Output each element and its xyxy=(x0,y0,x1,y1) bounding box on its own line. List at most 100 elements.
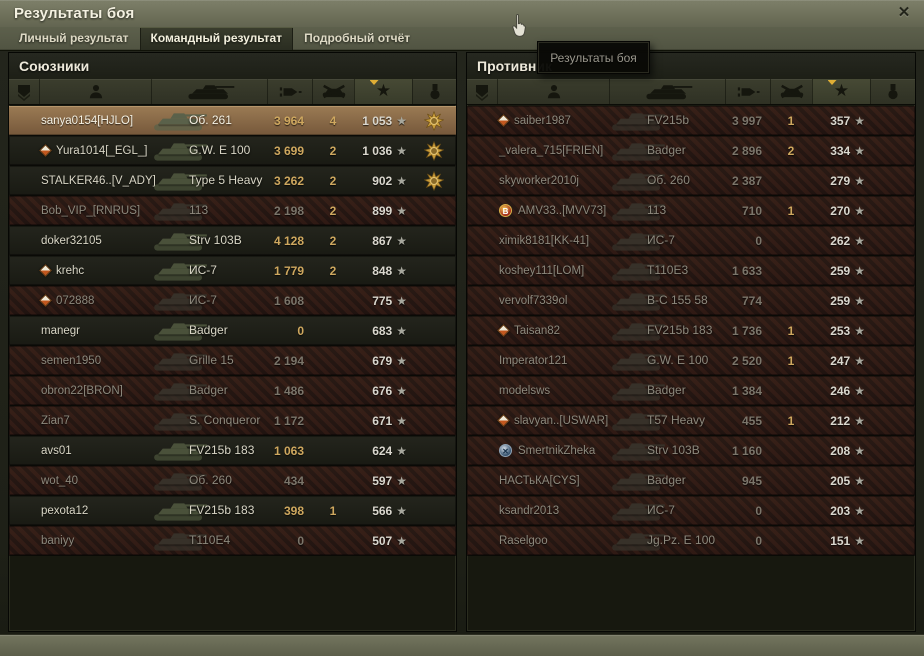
xp-value: 208 xyxy=(830,443,851,458)
player-row[interactable]: B AMV33..[MVV73] 113 710 1 270 ★ xyxy=(467,196,915,225)
player-row[interactable]: semen1950 Grille 15 2 194 679 ★ xyxy=(9,346,456,375)
col-header-tank[interactable] xyxy=(609,79,725,104)
xp-value: 507 xyxy=(372,533,393,548)
col-header-kills[interactable] xyxy=(312,79,354,104)
player-row[interactable]: sanya0154[HJLO] Об. 261 3 964 4 1 053 ★ xyxy=(9,106,456,135)
xp-cell: 357 ★ xyxy=(812,114,870,128)
player-row[interactable]: vervolf7339ol B-C 155 58 774 259 ★ xyxy=(467,286,915,315)
col-header-player[interactable] xyxy=(39,79,151,104)
player-name: semen1950 xyxy=(41,354,102,367)
player-row[interactable]: krehc ИС-7 1 779 2 848 ★ xyxy=(9,256,456,285)
tank-cell: Jg.Pz. E 100 xyxy=(609,526,725,555)
player-row[interactable]: Yura1014[_EGL_] G.W. E 100 3 699 2 1 036 ★ xyxy=(9,136,456,165)
xp-value: 205 xyxy=(830,473,851,488)
player-row[interactable]: ✕ SmertnikZheka Strv 103B 1 160 208 ★ xyxy=(467,436,915,465)
player-row[interactable]: Bob_VIP_[RNRUS] 113 2 198 2 899 ★ xyxy=(9,196,456,225)
player-row[interactable]: _valera_715[FRIEN] Badger 2 896 2 334 ★ xyxy=(467,136,915,165)
xp-star-icon: ★ xyxy=(854,173,865,188)
col-header-kills[interactable] xyxy=(770,79,812,104)
clan-emblem-icon xyxy=(39,264,52,277)
player-row[interactable]: doker32105 Strv 103B 4 128 2 867 ★ xyxy=(9,226,456,255)
col-header-tank[interactable] xyxy=(151,79,267,104)
xp-star-icon: ★ xyxy=(396,233,407,248)
player-row[interactable]: manegr Badger 0 683 ★ xyxy=(9,316,456,345)
player-row[interactable]: saiber1987 FV215b 3 997 1 357 ★ xyxy=(467,106,915,135)
kills-value: 2 xyxy=(329,263,337,278)
xp-star-icon: ★ xyxy=(396,473,407,488)
tank-silhouette-icon xyxy=(609,229,667,252)
col-header-xp[interactable]: ★ xyxy=(354,79,412,104)
tab-team-result[interactable]: Командный результат xyxy=(139,27,294,50)
player-row[interactable]: avs01 FV215b 183 1 063 624 ★ xyxy=(9,436,456,465)
player-row[interactable]: 072888 ИС-7 1 608 775 ★ xyxy=(9,286,456,315)
player-row[interactable]: obron22[BRON] Badger 1 486 676 ★ xyxy=(9,376,456,405)
tank-cell: Об. 260 xyxy=(609,166,725,195)
tank-name: ИС-7 xyxy=(647,233,675,247)
player-row[interactable]: pexota12 FV215b 183 398 1 566 ★ xyxy=(9,496,456,525)
tab-personal-result[interactable]: Личный результат xyxy=(19,31,129,45)
player-row[interactable]: baniyy T110E4 0 507 ★ xyxy=(9,526,456,555)
player-row[interactable]: Raselgoo Jg.Pz. E 100 0 151 ★ xyxy=(467,526,915,555)
clan-header-icon xyxy=(14,83,34,101)
tank-silhouette-icon xyxy=(151,109,209,132)
tank-silhouette-icon xyxy=(609,349,667,372)
player-row[interactable]: slavyan..[USWAR] T57 Heavy 455 1 212 ★ xyxy=(467,406,915,435)
player-row[interactable]: koshey111[LOM] T110E3 1 633 259 ★ xyxy=(467,256,915,285)
tank-cell: G.W. E 100 xyxy=(151,136,267,165)
player-name: wot_40 xyxy=(41,474,79,487)
clan-emblem-icon xyxy=(39,144,52,157)
player-name: 072888 xyxy=(56,294,95,307)
col-header-player[interactable] xyxy=(497,79,609,104)
player-row[interactable]: Taisan82 FV215b 183 1 736 1 253 ★ xyxy=(467,316,915,345)
player-row[interactable]: Zian7 S. Conqueror 1 172 671 ★ xyxy=(9,406,456,435)
tank-cell: Badger xyxy=(609,466,725,495)
xp-star-icon: ★ xyxy=(854,413,865,428)
player-row[interactable]: Imperator121 G.W. E 100 2 520 1 247 ★ xyxy=(467,346,915,375)
player-name-cell: Yura1014[_EGL_] xyxy=(39,144,151,157)
tank-silhouette-icon xyxy=(609,319,667,342)
tank-silhouette-icon xyxy=(609,109,667,132)
close-icon[interactable]: ✕ xyxy=(897,4,911,21)
xp-value: 247 xyxy=(830,353,851,368)
clan-emblem-icon xyxy=(39,294,52,307)
col-header-xp[interactable]: ★ xyxy=(812,79,870,104)
player-row[interactable]: skyworker2010j Об. 260 2 387 279 ★ xyxy=(467,166,915,195)
player-row[interactable]: НАСТьКА[CYS] Badger 945 205 ★ xyxy=(467,466,915,495)
tank-name: ИС-7 xyxy=(647,503,675,517)
xp-cell: 334 ★ xyxy=(812,144,870,158)
tank-cell: T110E4 xyxy=(151,526,267,555)
col-header-clan[interactable] xyxy=(467,79,497,104)
col-header-medal[interactable] xyxy=(870,79,915,104)
kills-value: 1 xyxy=(329,503,337,518)
tab-detailed-report[interactable]: Подробный отчёт xyxy=(304,31,411,45)
player-name: modelsws xyxy=(499,384,551,397)
xp-cell: 203 ★ xyxy=(812,504,870,518)
tank-cell: Об. 260 xyxy=(151,466,267,495)
tank-name: T110E4 xyxy=(189,533,231,547)
tank-cell: Type 5 Heavy xyxy=(151,166,267,195)
col-header-damage[interactable] xyxy=(267,79,312,104)
col-header-clan[interactable] xyxy=(9,79,39,104)
tank-name: T110E3 xyxy=(647,263,689,277)
player-row[interactable]: modelsws Badger 1 384 246 ★ xyxy=(467,376,915,405)
tank-name: Badger xyxy=(647,473,686,487)
xp-star-icon: ★ xyxy=(396,113,407,128)
tank-silhouette-icon xyxy=(609,139,667,162)
player-name: slavyan..[USWAR] xyxy=(514,414,609,427)
xp-cell: 247 ★ xyxy=(812,354,870,368)
player-row[interactable]: STALKER46..[V_ADY] Type 5 Heavy 3 262 2 902 ★ xyxy=(9,166,456,195)
tank-name: Badger xyxy=(189,323,228,337)
medal-header-icon xyxy=(428,83,442,101)
col-header-medal[interactable] xyxy=(412,79,456,104)
player-name: obron22[BRON] xyxy=(41,384,123,397)
sort-indicator-icon xyxy=(827,80,837,85)
col-header-damage[interactable] xyxy=(725,79,770,104)
kills-value: 1 xyxy=(787,413,795,428)
player-row[interactable]: ximik8181[KK-41] ИС-7 0 262 ★ xyxy=(467,226,915,255)
xp-value: 683 xyxy=(372,323,393,338)
player-row[interactable]: ksandr2013 ИС-7 0 203 ★ xyxy=(467,496,915,525)
xp-star-icon: ★ xyxy=(396,203,407,218)
tab-bar: Личный результат Командный результат Под… xyxy=(0,27,924,50)
tank-name: Badger xyxy=(189,383,228,397)
player-row[interactable]: wot_40 Об. 260 434 597 ★ xyxy=(9,466,456,495)
